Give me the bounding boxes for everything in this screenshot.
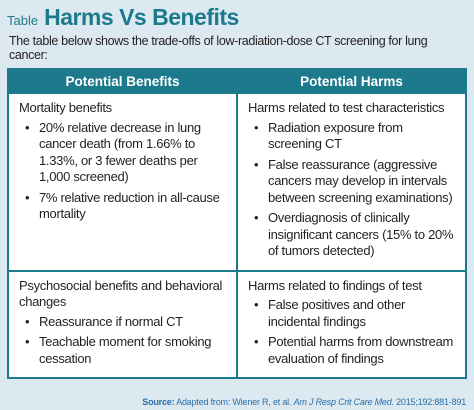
header-row: Potential Benefits Potential Harms <box>7 68 467 94</box>
table: Potential Benefits Potential Harms Mortal… <box>7 68 467 379</box>
bullet-list: 20% relative decrease in lung cancer dea… <box>19 120 228 223</box>
bullet-item: 20% relative decrease in lung cancer dea… <box>19 120 228 186</box>
table-row: Psychosocial benefits and behavioral cha… <box>7 269 467 379</box>
bullet-item: Overdiagnosis of clinically insignifican… <box>248 210 457 260</box>
source-journal: Am J Resp Crit Care Med. <box>293 397 394 407</box>
table-cell: Harms related to test characteristics Rad… <box>236 92 467 272</box>
source: Source: Adapted from: Wiener R, et al. A… <box>142 397 466 407</box>
table-cell: Harms related to findings of test False p… <box>236 269 467 379</box>
bullet-item: Teachable moment for smoking cessation <box>19 334 228 367</box>
bullet-item: Potential harms from downstream evaluati… <box>248 334 457 367</box>
bullet-list: Reassurance if normal CT Teachable moment… <box>19 314 228 368</box>
table-cell: Mortality benefits 20% relative decrease … <box>7 92 238 272</box>
source-citation: 2015;192:881-891 <box>396 397 466 407</box>
bullet-item: 7% relative reduction in all-cause morta… <box>19 190 228 223</box>
source-prefix: Source: <box>142 397 175 407</box>
source-text: Adapted from: Wiener R, et al. <box>176 397 292 407</box>
cell-heading: Mortality benefits <box>19 100 112 115</box>
bullet-list: Radiation exposure from screening CT Fals… <box>248 120 457 260</box>
cell-heading: Harms related to test characteristics <box>248 100 445 115</box>
table-cell: Psychosocial benefits and behavioral cha… <box>7 269 238 379</box>
bullet-item: False positives and other incidental fin… <box>248 297 457 330</box>
table-row: Mortality benefits 20% relative decrease … <box>7 92 467 272</box>
title: Harms Vs Benefits <box>44 4 239 30</box>
bullet-list: False positives and other incidental fin… <box>248 297 457 367</box>
bullet-item: False reassurance (aggressive cancers ma… <box>248 157 457 207</box>
cell-heading: Psychosocial benefits and behavioral cha… <box>19 277 223 310</box>
column-header: Potential Benefits <box>7 68 238 94</box>
table-body: Mortality benefits 20% relative decrease … <box>7 92 467 379</box>
column-header: Potential Harms <box>236 68 467 94</box>
table-head: Potential Benefits Potential Harms <box>7 68 467 94</box>
table-label: Table <box>7 13 39 28</box>
title-row: Table Harms Vs Benefits <box>7 4 467 32</box>
bullet-item: Radiation exposure from screening CT <box>248 120 457 153</box>
bullet-item: Reassurance if normal CT <box>19 314 228 331</box>
cell-heading: Harms related to findings of test <box>248 277 422 293</box>
intro: The table below shows the trade-offs of … <box>9 34 428 62</box>
